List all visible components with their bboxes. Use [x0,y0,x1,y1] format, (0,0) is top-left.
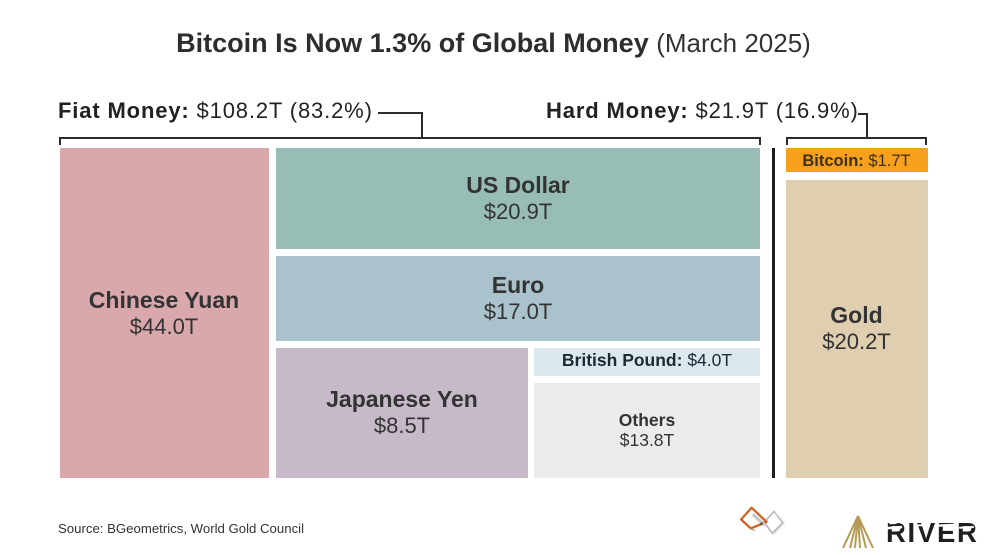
svg-text:RIVER: RIVER [886,517,979,548]
